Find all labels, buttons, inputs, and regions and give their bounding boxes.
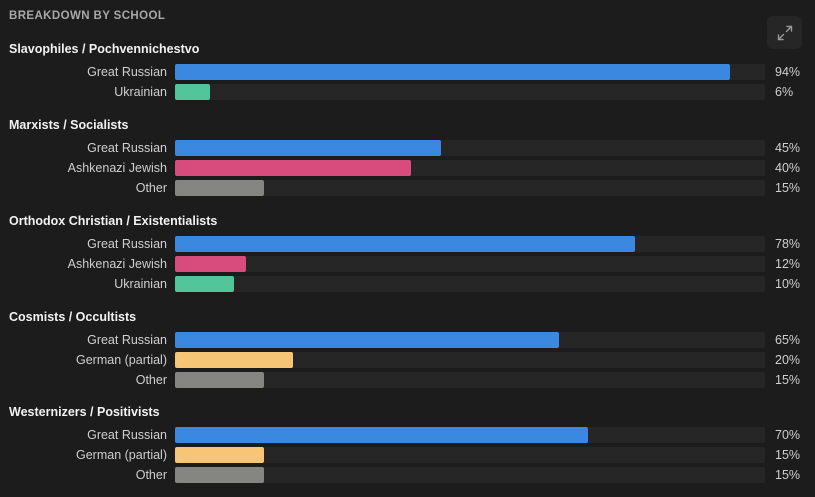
bar-row: Great Russian 78% [0,236,815,252]
bar-value: 12% [775,257,801,271]
bar-track [175,427,765,443]
bar-label: Other [135,468,167,482]
school-group-title: Orthodox Christian / Existentialists [9,214,218,228]
bar-fill [175,140,441,156]
bar-row: Great Russian 70% [0,427,815,443]
bar-row: Great Russian 94% [0,64,815,80]
bar-value: 6% [775,85,794,99]
bar-fill [175,276,234,292]
bar-row: Ashkenazi Jewish 40% [0,160,815,176]
bar-value: 15% [775,448,801,462]
bar-label: Great Russian [87,141,167,155]
bar-label: Great Russian [87,237,167,251]
bar-fill [175,236,636,252]
bar-value: 10% [775,277,801,291]
expand-button[interactable] [767,16,802,49]
bar-fill [175,352,293,368]
bar-label: Ukrainian [114,277,167,291]
bar-row: Great Russian 45% [0,140,815,156]
expand-icon [777,25,792,40]
school-group-title: Cosmists / Occultists [9,310,137,324]
bar-label: Ashkenazi Jewish [67,257,167,271]
bar-row: Other 15% [0,467,815,483]
school-group-title: Marxists / Socialists [9,118,129,132]
bar-fill [175,467,264,483]
bar-value: 65% [775,333,801,347]
bar-track [175,467,765,483]
bar-track [175,140,765,156]
bar-row: German (partial) 15% [0,447,815,463]
bar-row: Great Russian 65% [0,332,815,348]
bar-track [175,352,765,368]
bar-value: 20% [775,353,801,367]
bar-fill [175,447,264,463]
bar-label: Great Russian [87,65,167,79]
bar-value: 15% [775,373,801,387]
panel-title: BREAKDOWN BY SCHOOL [9,10,166,22]
bar-value: 40% [775,161,801,175]
bar-fill [175,256,246,272]
bar-row: Ukrainian 10% [0,276,815,292]
bar-fill [175,372,264,388]
bar-row: Other 15% [0,180,815,196]
bar-value: 15% [775,181,801,195]
bar-track [175,180,765,196]
bar-label: Other [135,373,167,387]
bar-row: Ukrainian 6% [0,84,815,100]
bar-value: 94% [775,65,801,79]
school-group-title: Slavophiles / Pochvennichestvo [9,42,200,56]
bar-track [175,64,765,80]
bar-label: Ashkenazi Jewish [67,161,167,175]
bar-track [175,447,765,463]
bar-track [175,236,765,252]
school-group-title: Westernizers / Positivists [9,405,160,419]
bar-label: Ukrainian [114,85,167,99]
bar-fill [175,427,588,443]
bar-label: German (partial) [76,448,167,462]
bar-track [175,276,765,292]
bar-value: 78% [775,237,801,251]
bar-fill [175,332,559,348]
bar-label: Great Russian [87,333,167,347]
bar-row: German (partial) 20% [0,352,815,368]
bar-track [175,256,765,272]
bar-track [175,332,765,348]
bar-value: 70% [775,428,801,442]
bar-fill [175,160,411,176]
bar-row: Ashkenazi Jewish 12% [0,256,815,272]
bar-fill [175,64,730,80]
bar-track [175,84,765,100]
bar-label: Great Russian [87,428,167,442]
bar-label: Other [135,181,167,195]
bar-value: 15% [775,468,801,482]
bar-label: German (partial) [76,353,167,367]
bar-fill [175,180,264,196]
bar-value: 45% [775,141,801,155]
bar-track [175,372,765,388]
bar-row: Other 15% [0,372,815,388]
bar-fill [175,84,211,100]
bar-track [175,160,765,176]
